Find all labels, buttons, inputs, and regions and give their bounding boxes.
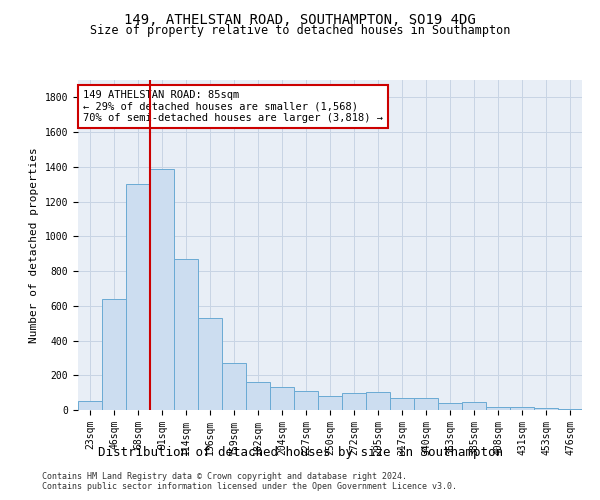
Bar bbox=[270, 388, 294, 410]
Bar bbox=[198, 318, 222, 410]
Bar bbox=[222, 363, 246, 410]
Bar bbox=[246, 382, 270, 410]
Bar bbox=[150, 168, 174, 410]
Bar bbox=[510, 408, 534, 410]
Text: 149 ATHELSTAN ROAD: 85sqm
← 29% of detached houses are smaller (1,568)
70% of se: 149 ATHELSTAN ROAD: 85sqm ← 29% of detac… bbox=[83, 90, 383, 123]
Bar bbox=[438, 403, 462, 410]
Bar bbox=[78, 402, 102, 410]
Bar bbox=[366, 392, 390, 410]
Y-axis label: Number of detached properties: Number of detached properties bbox=[29, 147, 39, 343]
Bar bbox=[414, 398, 438, 410]
Bar bbox=[174, 259, 198, 410]
Bar bbox=[342, 392, 366, 410]
Bar bbox=[102, 299, 126, 410]
Bar bbox=[390, 398, 414, 410]
Text: Contains HM Land Registry data © Crown copyright and database right 2024.: Contains HM Land Registry data © Crown c… bbox=[42, 472, 407, 481]
Text: Contains public sector information licensed under the Open Government Licence v3: Contains public sector information licen… bbox=[42, 482, 457, 491]
Bar bbox=[486, 406, 510, 410]
Text: Distribution of detached houses by size in Southampton: Distribution of detached houses by size … bbox=[97, 446, 503, 459]
Text: Size of property relative to detached houses in Southampton: Size of property relative to detached ho… bbox=[90, 24, 510, 37]
Bar bbox=[126, 184, 150, 410]
Bar bbox=[558, 409, 582, 410]
Bar bbox=[294, 391, 318, 410]
Bar bbox=[534, 408, 558, 410]
Bar bbox=[462, 402, 486, 410]
Text: 149, ATHELSTAN ROAD, SOUTHAMPTON, SO19 4DG: 149, ATHELSTAN ROAD, SOUTHAMPTON, SO19 4… bbox=[124, 12, 476, 26]
Bar bbox=[318, 396, 342, 410]
